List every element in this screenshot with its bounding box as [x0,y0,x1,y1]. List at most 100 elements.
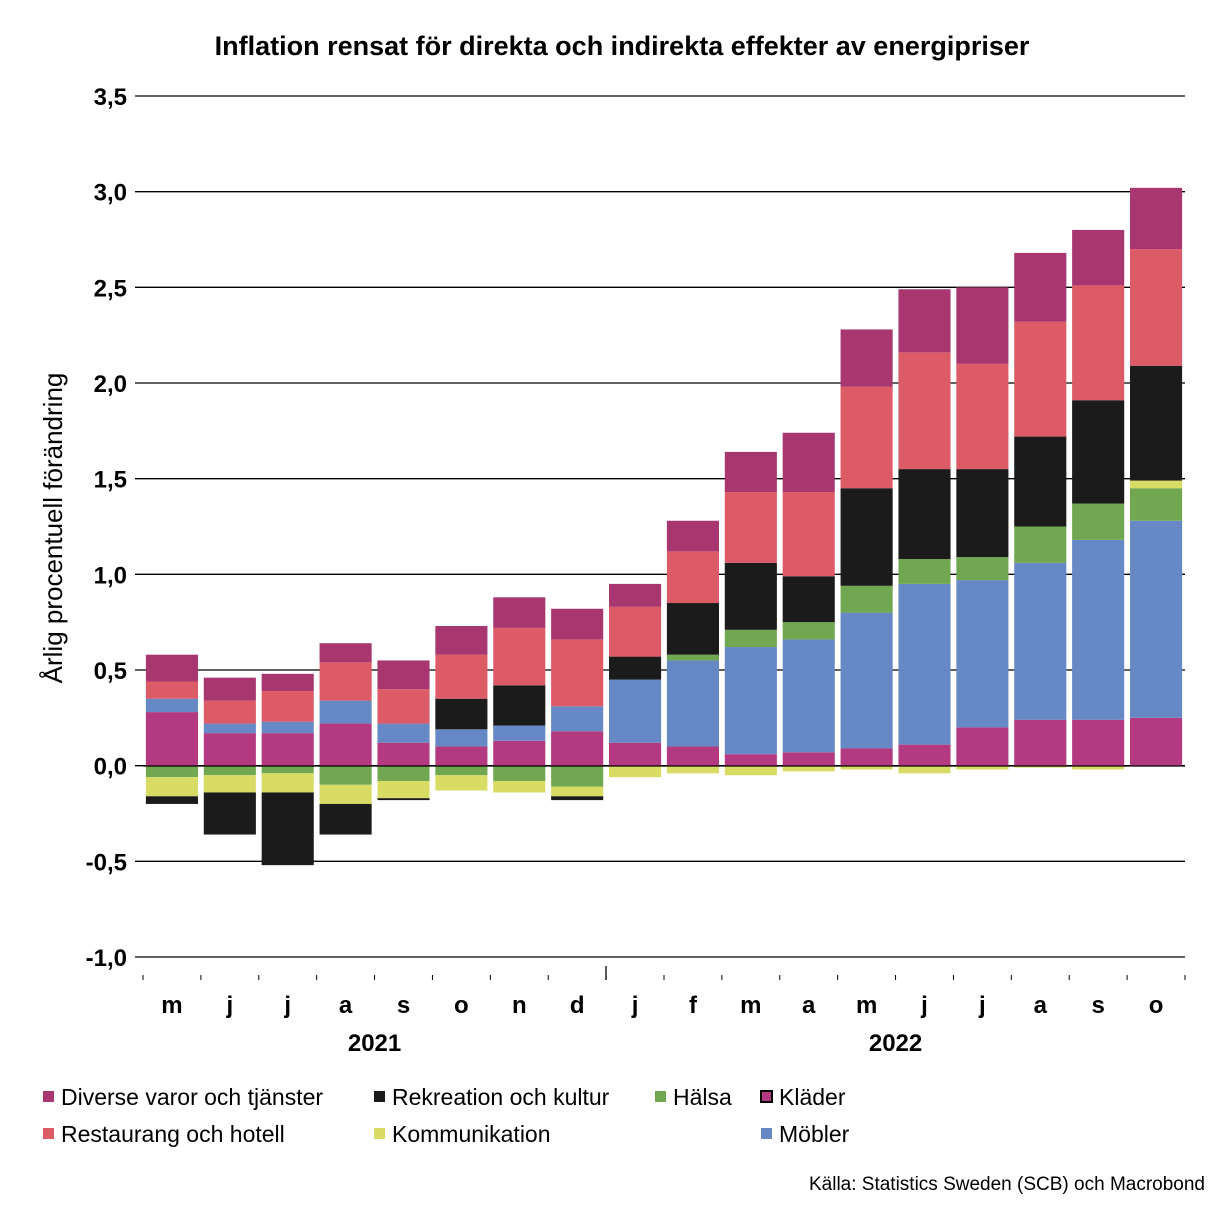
bar-segment [493,765,546,781]
bar-segment [1014,526,1067,563]
bar-segment [782,492,835,577]
legend-label: Kläder [779,1084,846,1110]
bar-segment [956,557,1009,581]
bar-segment [145,654,198,682]
bar-segment [1072,503,1125,540]
legend-label: Rekreation och kultur [392,1084,610,1110]
x-tick-label: a [339,992,353,1019]
bar-segment [609,656,662,680]
bar-segment [1072,539,1125,720]
legend-label: Diverse varor och tjänster [61,1084,323,1110]
bar-segment [319,723,372,766]
bar-segment [840,329,893,387]
legend-label: Restaurang och hotell [61,1121,285,1147]
chart-title: Inflation rensat för direkta och indirek… [215,31,1030,61]
bar-segment [1130,187,1183,250]
bar-segment [666,765,719,774]
x-tick-label: n [512,992,527,1019]
bar-segment [261,721,314,734]
bar-segment [1072,285,1125,401]
bar-segment [782,765,835,772]
bar-segment [898,289,951,353]
y-tick-label: 0,5 [94,658,127,685]
bar-segment [1072,719,1125,766]
x-tick-label: o [1149,992,1164,1019]
bar-segment [956,727,1009,766]
bar-segment [145,698,198,713]
bar-segment [782,639,835,753]
bar-segment [782,622,835,640]
bar-segment [493,740,546,766]
bar-segment [956,469,1009,558]
bar-segment [840,386,893,489]
bar-segment [666,660,719,747]
bar-segment [319,803,372,835]
bar-segment [840,748,893,766]
bar-segment [551,639,604,707]
x-axis: m j j a s o n d j f m a m j j a s o 2021 2022 [142,765,1186,1057]
bar-segment [551,706,604,732]
bar-segment [319,784,372,804]
bar-segment [203,765,256,776]
year-label: 2022 [869,1030,922,1057]
bar-segment [261,773,314,793]
bar-segment [956,363,1009,470]
bar-segment [493,780,546,793]
bar-segment [319,643,372,663]
legend-item: Kläder [760,1084,846,1110]
bar-segment [261,733,314,766]
bar-segment [782,752,835,766]
bar-segment [261,792,314,866]
bar-segment [1014,321,1067,437]
x-tick-label: m [161,992,182,1019]
bar-segment [1130,365,1183,481]
bar-segment [898,469,951,560]
legend: Diverse varor och tjänster Rekreation och… [43,1084,850,1147]
bar-segment [1014,562,1067,720]
bar-segment [956,765,1009,770]
bar-segment [898,559,951,584]
x-tick-label: a [1034,992,1048,1019]
legend-swatch [761,1128,772,1139]
bar-segment [666,551,719,604]
x-tick-label: f [689,992,698,1019]
bar-segment [1130,480,1183,489]
bar-segment [898,744,951,766]
bar-segment [609,679,662,743]
bar-segment [203,733,256,766]
bar-segment [840,612,893,749]
bar-segment [898,765,951,774]
x-tick-label: s [1091,992,1104,1019]
bar-segment [840,585,893,613]
bar-segment [609,765,662,778]
bar-segment [203,792,256,835]
bar-segment [145,777,198,797]
bar-segment [261,673,314,692]
bar-segment [1014,719,1067,766]
bar-segment [319,765,372,785]
y-tick-label: -0,5 [86,849,127,876]
bar-segment [377,798,430,801]
bar-segment [145,712,198,766]
bar-segment [261,765,314,774]
bar-segment [203,775,256,793]
bar-segment [493,685,546,726]
y-tick-label: 2,0 [94,371,127,398]
bar-segment [1130,520,1183,718]
bar-segment [551,765,604,787]
legend-item: Restaurang och hotell [43,1121,285,1147]
bar-segment [956,580,1009,728]
x-tick-label: m [740,992,761,1019]
bar-segment [898,583,951,745]
bar-segment [782,576,835,623]
legend-swatch [374,1128,385,1139]
legend-swatch [43,1091,54,1102]
legend-swatch [43,1128,54,1139]
x-tick-label: j [978,992,986,1019]
legend-swatch [374,1091,385,1102]
bar-segment [145,765,198,778]
y-tick-label: 1,0 [94,562,127,589]
x-tick-label: s [397,992,410,1019]
bar-segment [435,765,488,776]
legend-item: Kommunikation [374,1121,551,1147]
